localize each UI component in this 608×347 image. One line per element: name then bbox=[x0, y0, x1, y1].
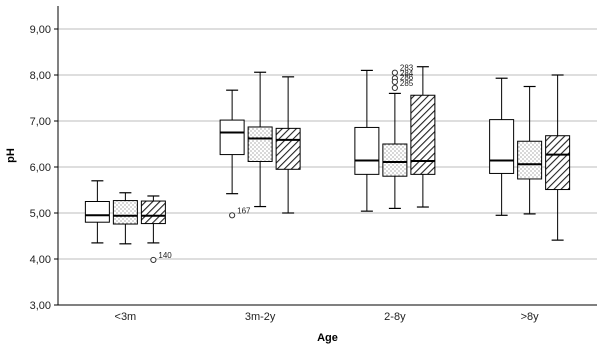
box-iqr bbox=[517, 140, 543, 180]
box-iqr bbox=[382, 143, 408, 177]
box-iqr bbox=[410, 94, 436, 175]
x-tick-label: >8y bbox=[521, 311, 540, 323]
y-tick-label: 4,00 bbox=[30, 254, 51, 266]
box-1-2 bbox=[382, 92, 408, 209]
outlier-label: 285 bbox=[400, 79, 414, 88]
y-tick-label: 3,00 bbox=[30, 300, 51, 312]
outlier-point bbox=[391, 78, 398, 86]
box-2-2 bbox=[410, 66, 436, 208]
box-iqr bbox=[219, 119, 245, 156]
x-tick-label: 2-8y bbox=[384, 311, 406, 323]
box-2-1 bbox=[275, 76, 301, 214]
y-axis-title: pH bbox=[5, 148, 17, 163]
axes: 3,00 4,00 5,00 6,00 7,00 8,00 9,00 <3m 3m-2y 2-8y… bbox=[30, 6, 597, 323]
box-0-1 bbox=[219, 89, 245, 195]
outlier-point bbox=[391, 84, 398, 91]
box-0-2 bbox=[354, 69, 380, 212]
box-iqr bbox=[140, 200, 166, 225]
box-iqr bbox=[545, 135, 571, 191]
x-tick-label: 3m-2y bbox=[245, 311, 276, 323]
box-iqr bbox=[275, 127, 301, 170]
box-iqr bbox=[112, 200, 138, 225]
y-tick-label: 8,00 bbox=[30, 70, 51, 82]
box-iqr bbox=[354, 126, 380, 175]
outlier-point bbox=[229, 212, 236, 219]
x-tick-label: <3m bbox=[115, 311, 137, 323]
y-tick-label: 7,00 bbox=[30, 116, 51, 128]
outlier-label: 286 bbox=[400, 73, 414, 82]
outlier-label: 140 bbox=[158, 251, 172, 260]
outlier-point bbox=[391, 69, 398, 76]
box-1-3 bbox=[517, 85, 543, 215]
box-iqr bbox=[247, 126, 273, 162]
box-0-3 bbox=[489, 77, 515, 216]
y-tick-label: 9,00 bbox=[30, 24, 51, 36]
box-2-3 bbox=[545, 74, 571, 241]
y-tick-label: 6,00 bbox=[30, 162, 51, 174]
gridlines bbox=[58, 28, 597, 306]
outlier-label: 167 bbox=[237, 206, 251, 215]
box-1-0 bbox=[112, 192, 138, 245]
outlier-label: 283 bbox=[400, 64, 414, 73]
outlier-point bbox=[150, 256, 157, 264]
y-tick-label: 5,00 bbox=[30, 208, 51, 220]
x-axis-title: Age bbox=[317, 332, 338, 344]
box-iqr bbox=[84, 201, 110, 223]
box-1-1 bbox=[247, 71, 273, 208]
outlier-label: 284 bbox=[400, 69, 414, 78]
box-iqr bbox=[489, 119, 515, 174]
box-0-0 bbox=[84, 180, 110, 244]
boxes bbox=[84, 66, 571, 245]
box-2-0 bbox=[140, 195, 166, 244]
